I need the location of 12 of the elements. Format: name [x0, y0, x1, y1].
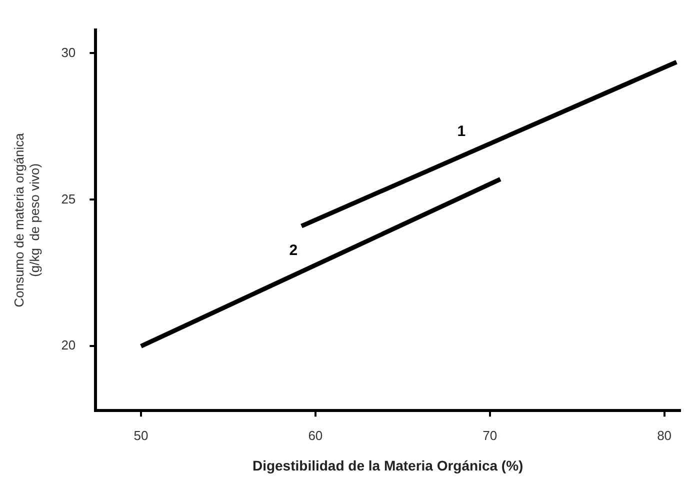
y-tick-label: 25 — [61, 191, 76, 206]
x-tick-label: 60 — [308, 428, 323, 443]
series-label: 2 — [289, 242, 298, 260]
x-axis-title: Digestibilidad de la Materia Orgánica (%) — [252, 457, 524, 474]
text: Consumo de materia orgánica — [11, 133, 26, 308]
text: (g/kg de peso vivo) — [26, 163, 42, 277]
x-tick-label: 50 — [134, 428, 148, 443]
y-tick-label: 30 — [61, 44, 76, 60]
y-tick-label: 20 — [61, 338, 76, 353]
x-tick-label: 70 — [482, 428, 498, 443]
x-tick-label: 80 — [657, 428, 672, 443]
series-label: 1 — [457, 123, 466, 140]
